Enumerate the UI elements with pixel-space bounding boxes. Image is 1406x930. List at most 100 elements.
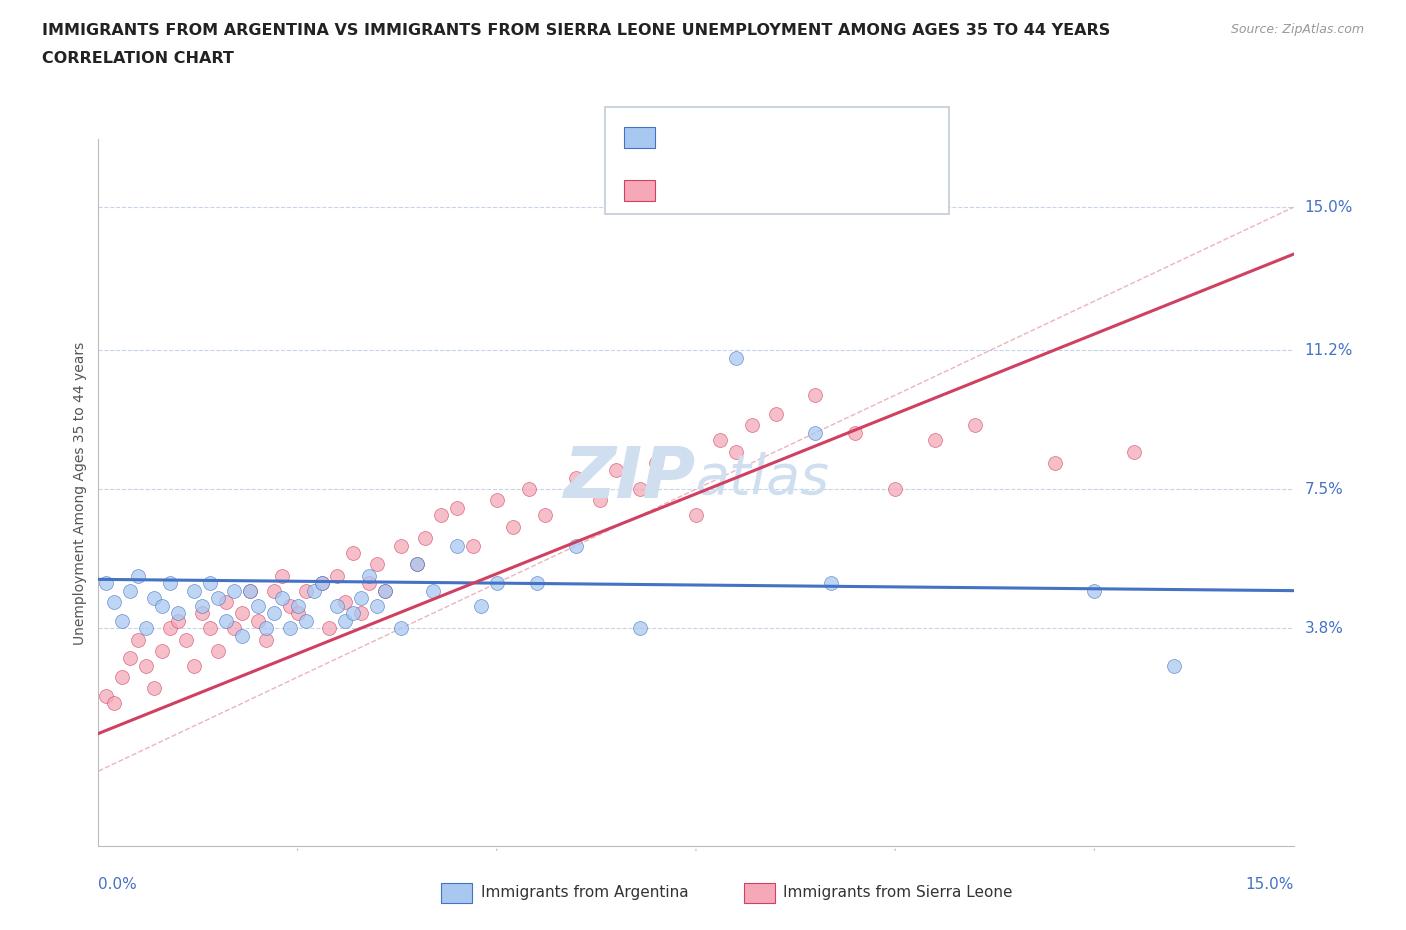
Point bbox=[1083, 583, 1105, 598]
Point bbox=[150, 598, 173, 613]
Point bbox=[709, 432, 731, 447]
Point bbox=[374, 583, 396, 598]
Point bbox=[120, 651, 142, 666]
Point bbox=[207, 591, 229, 605]
Point bbox=[628, 621, 651, 636]
Point bbox=[278, 598, 301, 613]
Point bbox=[389, 621, 412, 636]
Text: atlas: atlas bbox=[696, 452, 830, 505]
Point bbox=[111, 670, 134, 684]
Text: 11.2%: 11.2% bbox=[1305, 342, 1353, 357]
Point bbox=[127, 632, 149, 647]
Point bbox=[461, 538, 484, 553]
Text: 15.0%: 15.0% bbox=[1305, 200, 1353, 215]
Point bbox=[502, 519, 524, 534]
Point bbox=[605, 463, 627, 478]
Point bbox=[231, 605, 253, 620]
Point bbox=[589, 493, 612, 508]
Point bbox=[820, 576, 842, 591]
Point bbox=[222, 583, 245, 598]
Point bbox=[326, 598, 349, 613]
Text: R =  0.460   N = 62: R = 0.460 N = 62 bbox=[668, 183, 817, 198]
Point bbox=[302, 583, 325, 598]
Point bbox=[135, 621, 157, 636]
Point bbox=[724, 445, 747, 459]
Point bbox=[150, 644, 173, 658]
Point bbox=[311, 576, 333, 591]
Point bbox=[191, 598, 214, 613]
Point bbox=[159, 621, 181, 636]
Point bbox=[389, 538, 412, 553]
Text: CORRELATION CHART: CORRELATION CHART bbox=[42, 51, 233, 66]
Point bbox=[685, 508, 707, 523]
Point bbox=[287, 605, 309, 620]
Point bbox=[335, 594, 357, 609]
Point bbox=[159, 576, 181, 591]
Point bbox=[183, 583, 205, 598]
Point bbox=[359, 576, 381, 591]
Point bbox=[724, 350, 747, 365]
Point bbox=[246, 598, 269, 613]
Point bbox=[103, 594, 125, 609]
Point bbox=[191, 605, 214, 620]
Point bbox=[294, 613, 316, 628]
Point bbox=[446, 538, 468, 553]
Point bbox=[628, 482, 651, 497]
Point bbox=[311, 576, 333, 591]
Point bbox=[741, 418, 763, 432]
Point bbox=[430, 508, 453, 523]
Point bbox=[318, 621, 340, 636]
Point bbox=[565, 538, 588, 553]
Point bbox=[270, 591, 292, 605]
Point bbox=[804, 388, 827, 403]
Point bbox=[963, 418, 986, 432]
Point bbox=[517, 482, 540, 497]
Point bbox=[167, 613, 190, 628]
Point bbox=[239, 583, 262, 598]
Point bbox=[422, 583, 444, 598]
Point bbox=[231, 629, 253, 644]
Point bbox=[413, 531, 436, 546]
Point bbox=[533, 508, 555, 523]
Point bbox=[645, 456, 668, 471]
Y-axis label: Unemployment Among Ages 35 to 44 years: Unemployment Among Ages 35 to 44 years bbox=[73, 341, 87, 644]
Point bbox=[143, 681, 166, 696]
Point bbox=[174, 632, 197, 647]
Point bbox=[374, 583, 396, 598]
Point bbox=[215, 594, 238, 609]
Point bbox=[287, 598, 309, 613]
Text: 0.0%: 0.0% bbox=[98, 877, 138, 892]
Point bbox=[884, 482, 907, 497]
Point bbox=[294, 583, 316, 598]
Point bbox=[278, 621, 301, 636]
Text: 7.5%: 7.5% bbox=[1305, 482, 1343, 497]
Point bbox=[526, 576, 548, 591]
Point bbox=[207, 644, 229, 658]
Text: Immigrants from Sierra Leone: Immigrants from Sierra Leone bbox=[783, 885, 1012, 900]
Point bbox=[342, 546, 364, 561]
Point bbox=[366, 598, 388, 613]
Point bbox=[120, 583, 142, 598]
Point bbox=[765, 406, 787, 421]
Point bbox=[350, 605, 373, 620]
Point bbox=[127, 568, 149, 583]
Point bbox=[183, 658, 205, 673]
Point bbox=[263, 605, 285, 620]
Text: Source: ZipAtlas.com: Source: ZipAtlas.com bbox=[1230, 23, 1364, 36]
Point bbox=[446, 500, 468, 515]
Text: R = -0.023   N = 48: R = -0.023 N = 48 bbox=[668, 130, 818, 145]
Point bbox=[254, 632, 277, 647]
Point bbox=[215, 613, 238, 628]
Point bbox=[1043, 456, 1066, 471]
Point bbox=[239, 583, 262, 598]
Point bbox=[96, 688, 118, 703]
Point bbox=[198, 576, 221, 591]
Point bbox=[359, 568, 381, 583]
Point bbox=[804, 425, 827, 440]
Point bbox=[342, 605, 364, 620]
Point bbox=[254, 621, 277, 636]
Point bbox=[167, 605, 190, 620]
Text: IMMIGRANTS FROM ARGENTINA VS IMMIGRANTS FROM SIERRA LEONE UNEMPLOYMENT AMONG AGE: IMMIGRANTS FROM ARGENTINA VS IMMIGRANTS … bbox=[42, 23, 1111, 38]
Point bbox=[350, 591, 373, 605]
Point bbox=[366, 557, 388, 572]
